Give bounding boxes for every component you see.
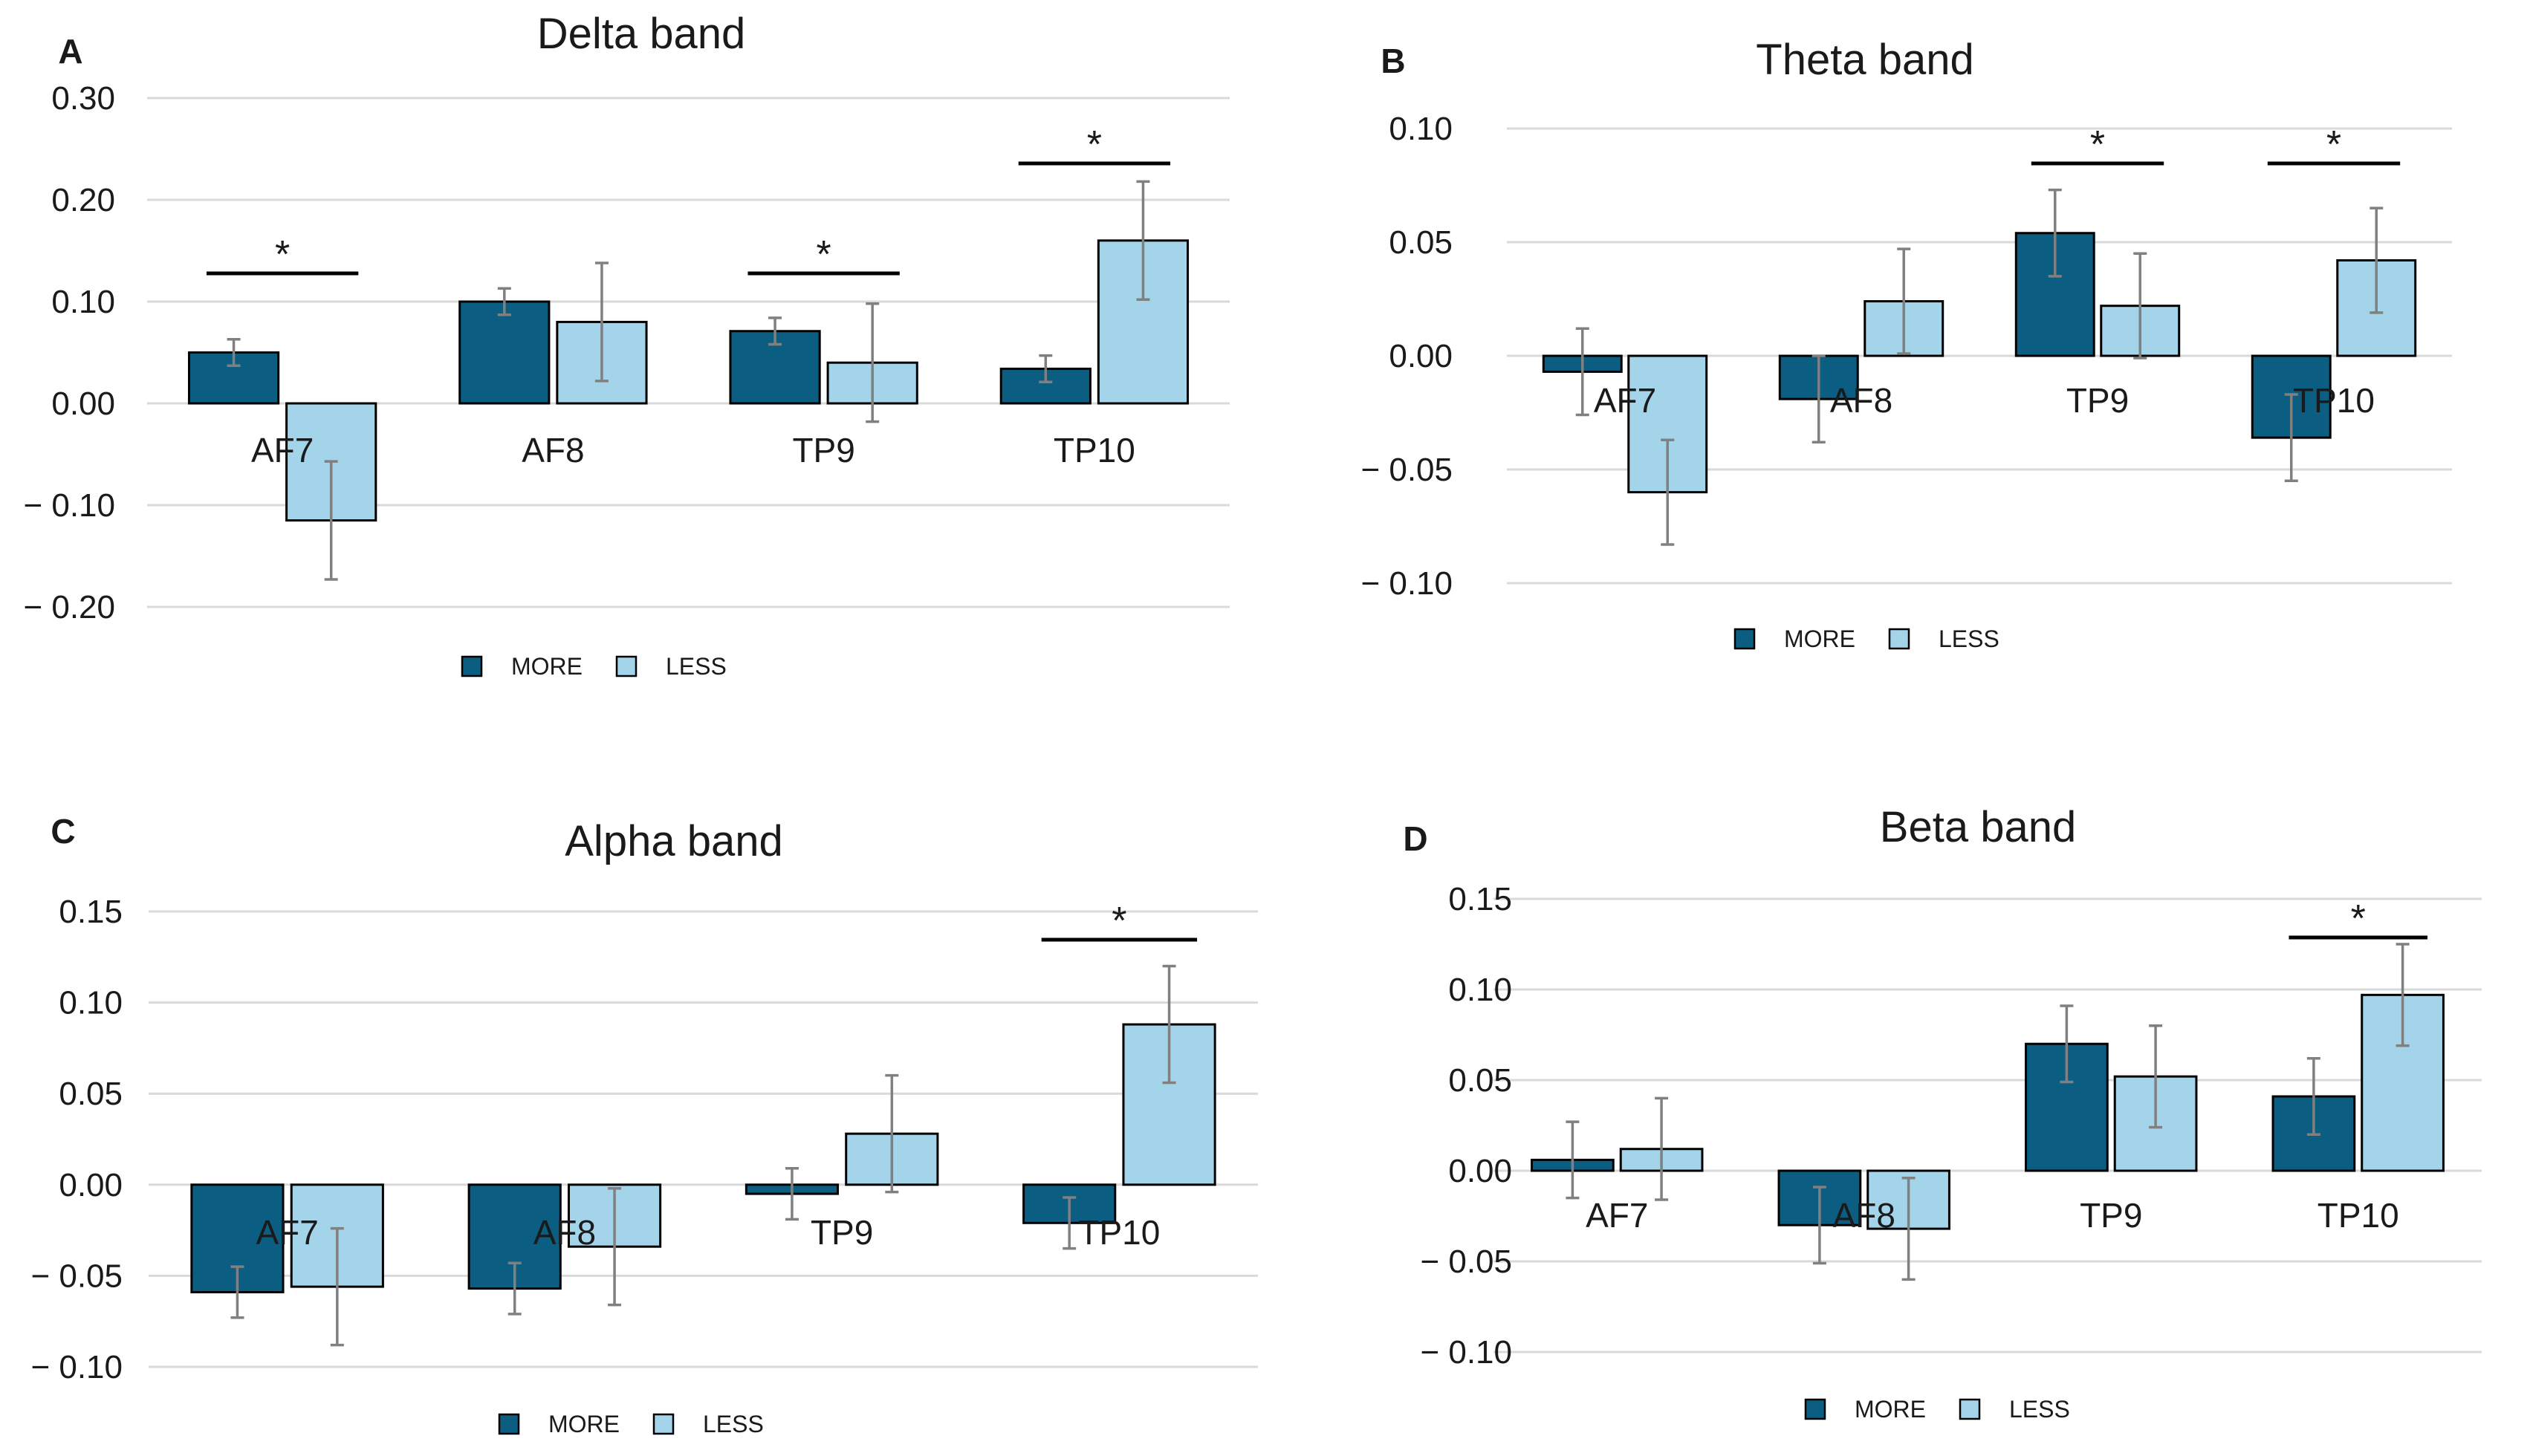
significance-star: * bbox=[2351, 897, 2366, 940]
y-tick-label: 0.10 bbox=[59, 985, 123, 1021]
panel-letter: B bbox=[1381, 42, 1405, 80]
panel-letter: A bbox=[58, 32, 82, 71]
legend: MORE LESS bbox=[1733, 625, 1999, 652]
x-category-label: AF7 bbox=[256, 1213, 318, 1252]
y-tick-label: − 0.05 bbox=[30, 1258, 123, 1294]
chart-panel-d: D Beta band 0.15 0.10 0.05 0.00 − 0.05 − 0.10 AF… bbox=[1403, 803, 2482, 1423]
y-tick-label: − 0.10 bbox=[30, 1349, 123, 1385]
legend-swatch-less bbox=[1888, 628, 1910, 650]
y-tick-label: 0.10 bbox=[1389, 111, 1453, 147]
x-category-label: TP10 bbox=[1078, 1213, 1160, 1252]
legend-swatch-more bbox=[461, 655, 483, 677]
y-tick-label: 0.10 bbox=[51, 284, 115, 320]
x-category-label: TP9 bbox=[811, 1213, 873, 1252]
y-tick-label: 0.00 bbox=[59, 1167, 123, 1203]
legend-label-less: LESS bbox=[2009, 1396, 2070, 1423]
bar-more-af8 bbox=[458, 300, 551, 405]
y-tick-label: 0.10 bbox=[1448, 972, 1512, 1008]
x-category-label: TP9 bbox=[2080, 1196, 2142, 1235]
significance-star: * bbox=[2090, 123, 2105, 166]
y-tick-label: − 0.10 bbox=[1360, 565, 1453, 602]
y-tick-label: − 0.10 bbox=[1420, 1334, 1512, 1371]
chart-title: Alpha band bbox=[565, 817, 782, 865]
legend-label-less: LESS bbox=[1939, 625, 1999, 652]
legend-label-more: MORE bbox=[511, 653, 583, 680]
y-tick-label: 0.05 bbox=[1448, 1062, 1512, 1099]
x-category-label: TP9 bbox=[792, 431, 854, 469]
legend: MORE LESS bbox=[1804, 1396, 2070, 1423]
y-tick-label: 0.15 bbox=[59, 894, 123, 930]
y-tick-label: 0.15 bbox=[1448, 881, 1512, 917]
chart-title: Delta band bbox=[537, 10, 746, 58]
significance-star: * bbox=[817, 233, 831, 276]
x-category-label: TP9 bbox=[2066, 381, 2129, 420]
legend-label-more: MORE bbox=[1784, 625, 1855, 652]
legend-label-less: LESS bbox=[703, 1411, 764, 1437]
x-category-label: AF8 bbox=[1830, 381, 1892, 420]
legend-label-more: MORE bbox=[548, 1411, 620, 1437]
y-tick-label: 0.20 bbox=[51, 182, 115, 218]
y-tick-label: 0.00 bbox=[1448, 1153, 1512, 1189]
legend-label-less: LESS bbox=[666, 653, 727, 680]
significance-star: * bbox=[2326, 123, 2341, 166]
legend-swatch-less bbox=[652, 1413, 675, 1435]
x-category-label: AF8 bbox=[1833, 1196, 1895, 1235]
legend-swatch-more bbox=[498, 1413, 520, 1435]
chart-title: Theta band bbox=[1756, 36, 1973, 84]
x-category-label: AF7 bbox=[1594, 381, 1656, 420]
legend-label-more: MORE bbox=[1855, 1396, 1926, 1423]
y-tick-label: − 0.05 bbox=[1420, 1244, 1512, 1280]
x-category-label: AF8 bbox=[533, 1213, 596, 1252]
x-category-label: AF8 bbox=[522, 431, 584, 469]
y-tick-label: 0.00 bbox=[1389, 338, 1453, 374]
legend-swatch-more bbox=[1733, 628, 1756, 650]
panel-letter: D bbox=[1403, 819, 1427, 858]
x-category-label: TP10 bbox=[1054, 431, 1135, 469]
legend-swatch-less bbox=[1959, 1398, 1981, 1420]
y-tick-label: 0.05 bbox=[59, 1076, 123, 1112]
legend-swatch-more bbox=[1804, 1398, 1826, 1420]
legend: MORE LESS bbox=[498, 1411, 764, 1437]
chart-panel-b: B Theta band 0.10 0.05 0.00 − 0.05 − 0.10 AF7 AF… bbox=[1360, 36, 2452, 652]
y-tick-label: 0.30 bbox=[51, 80, 115, 117]
significance-star: * bbox=[1087, 123, 1102, 166]
x-category-label: AF7 bbox=[251, 431, 314, 469]
y-tick-label: − 0.20 bbox=[23, 589, 115, 625]
x-category-label: TP10 bbox=[2317, 1196, 2399, 1235]
significance-star: * bbox=[275, 233, 290, 276]
chart-title: Beta band bbox=[1880, 803, 2076, 851]
y-tick-label: − 0.05 bbox=[1360, 452, 1453, 488]
x-category-label: AF7 bbox=[1586, 1196, 1648, 1235]
legend: MORE LESS bbox=[461, 653, 727, 680]
y-tick-label: 0.05 bbox=[1389, 224, 1453, 261]
significance-star: * bbox=[1112, 900, 1126, 943]
chart-panel-c: C Alpha band 0.15 0.10 0.05 0.00 − 0.05 − 0.10 A… bbox=[30, 812, 1258, 1437]
x-category-label: TP10 bbox=[2293, 381, 2375, 420]
y-tick-label: 0.00 bbox=[51, 386, 115, 422]
y-tick-label: − 0.10 bbox=[23, 487, 115, 524]
chart-panel-a: A Delta band 0.30 0.20 0.10 0.00 − 0.10 − 0.20 A… bbox=[23, 10, 1230, 680]
legend-swatch-less bbox=[615, 655, 638, 677]
panel-letter: C bbox=[51, 812, 75, 851]
